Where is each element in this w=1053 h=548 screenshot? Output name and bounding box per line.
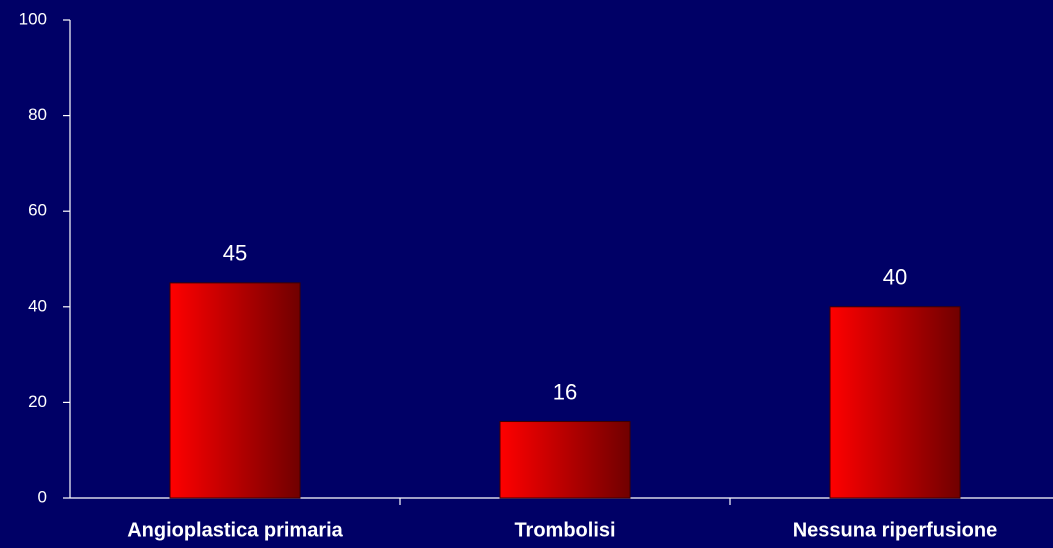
- y-tick-label: 100: [19, 9, 47, 28]
- data-label: 40: [883, 265, 907, 290]
- bar: [829, 306, 961, 499]
- y-tick-label: 40: [28, 296, 47, 315]
- x-tick-label: Trombolisi: [514, 519, 615, 541]
- data-label: 16: [553, 379, 577, 404]
- data-label: 45: [223, 241, 247, 266]
- y-tick-label: 20: [28, 392, 47, 411]
- y-tick-label: 0: [38, 487, 47, 506]
- y-tick-label: 80: [28, 105, 47, 124]
- bar: [169, 282, 301, 499]
- x-tick-label: Nessuna riperfusione: [793, 519, 998, 541]
- x-tick-label: Angioplastica primaria: [127, 519, 343, 541]
- bar: [499, 421, 631, 499]
- y-tick-label: 60: [28, 201, 47, 220]
